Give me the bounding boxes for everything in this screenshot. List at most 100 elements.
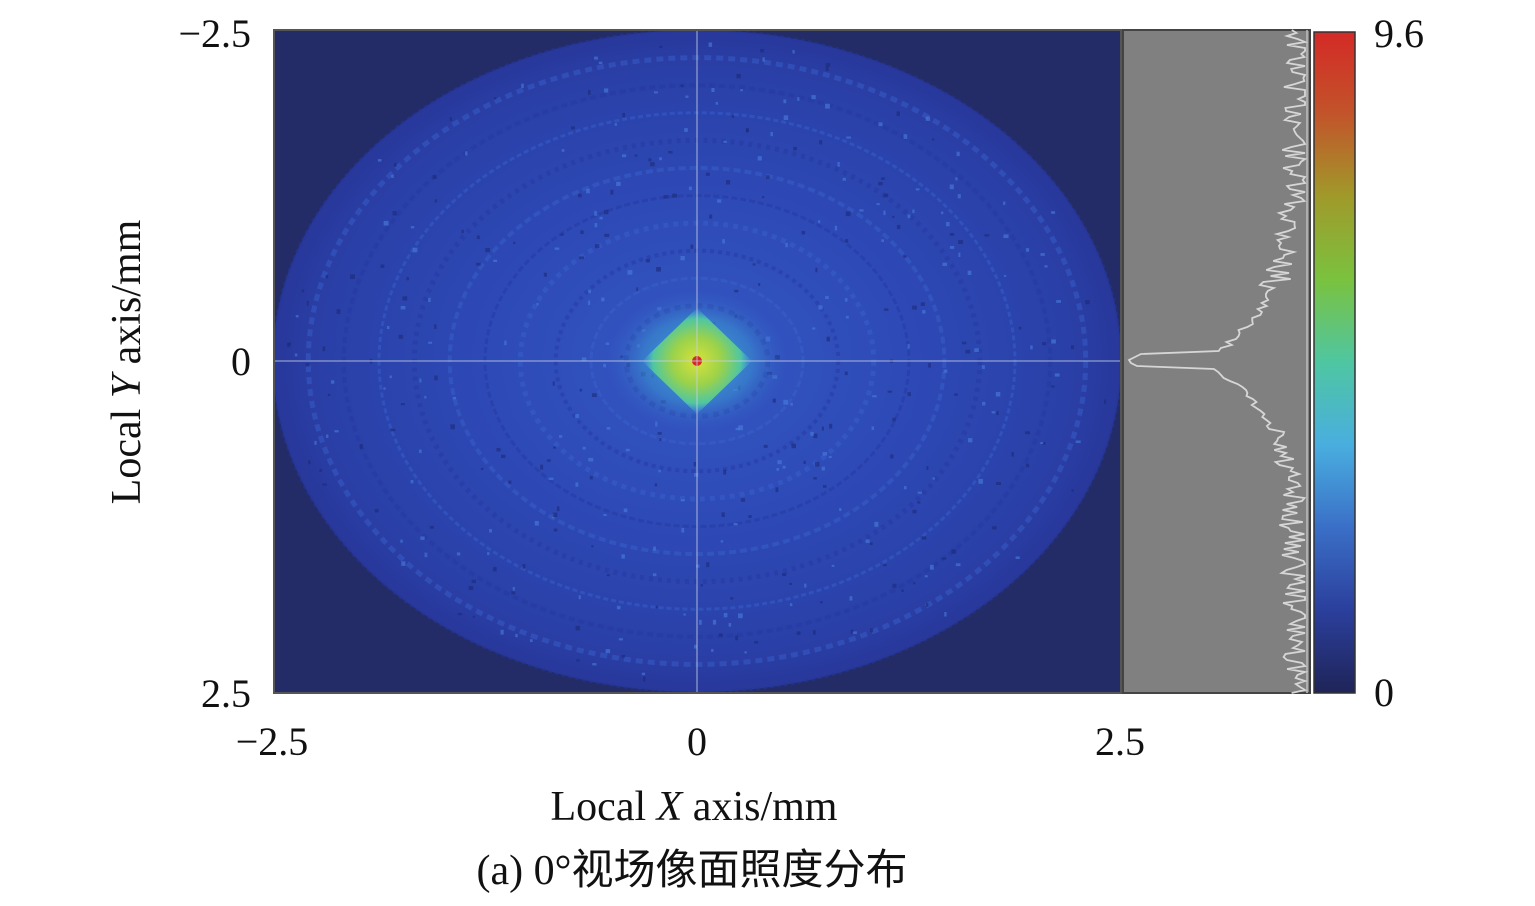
speckle-dot (883, 193, 889, 198)
speckle-dot (690, 244, 694, 249)
speckle-dot (485, 248, 490, 253)
speckle-dot (1015, 556, 1020, 559)
speckle-dot (917, 491, 922, 494)
speckle-dot (604, 88, 609, 93)
y-axis-label-variable: Y (104, 370, 150, 398)
speckle-dot (949, 233, 955, 236)
speckle-dot (494, 97, 497, 100)
speckle-dot (722, 239, 725, 244)
speckle-dot (859, 209, 864, 212)
speckle-dot (804, 583, 807, 588)
speckle-dot (958, 240, 964, 244)
speckle-dot (496, 448, 501, 452)
speckle-dot (561, 149, 565, 152)
speckle-dot (715, 102, 718, 105)
speckle-dot (493, 259, 498, 262)
speckle-dot (578, 193, 582, 198)
speckle-dot (589, 475, 593, 480)
speckle-dot (777, 460, 782, 465)
speckle-dot (967, 270, 972, 275)
speckle-dot (548, 477, 554, 481)
speckle-dot (922, 310, 926, 314)
speckle-dot (926, 466, 929, 470)
speckle-dot (996, 411, 999, 415)
speckle-dot (683, 613, 686, 616)
speckle-dot (556, 506, 560, 512)
speckle-dot (844, 371, 848, 376)
speckle-dot (487, 552, 490, 556)
speckle-dot (822, 452, 827, 456)
speckle-dot (871, 426, 875, 430)
x-axis-label-prefix: Local (551, 784, 657, 830)
speckle-dot (412, 247, 418, 253)
speckle-dot (740, 498, 746, 502)
speckle-dot (785, 242, 788, 248)
speckle-dot (892, 417, 896, 422)
speckle-dot (450, 424, 455, 430)
speckle-dot (659, 157, 662, 161)
speckle-dot (400, 539, 403, 543)
speckle-dot (1051, 385, 1055, 388)
speckle-dot (869, 542, 873, 545)
speckle-dot (461, 229, 464, 234)
y-axis-tick-labels: −2.5 0 2.5 (178, 11, 251, 716)
speckle-dot (1075, 440, 1081, 443)
speckle-dot (712, 619, 717, 625)
speckle-dot (606, 574, 610, 577)
speckle-dot (825, 63, 831, 67)
speckle-dot (554, 247, 560, 250)
speckle-dot (901, 589, 904, 592)
x-tick-label-left: −2.5 (236, 719, 309, 764)
speckle-dot (996, 482, 1001, 485)
speckle-dot (472, 615, 475, 618)
speckle-dot (921, 536, 927, 540)
speckle-dot (693, 462, 696, 467)
speckle-dot (1040, 253, 1045, 256)
speckle-dot (603, 514, 607, 516)
speckle-dot (601, 297, 605, 302)
speckle-dot (334, 430, 339, 433)
speckle-dot (926, 603, 929, 607)
speckle-dot (419, 449, 422, 454)
speckle-dot (536, 302, 539, 306)
speckle-dot (991, 526, 997, 530)
speckle-dot (708, 42, 713, 47)
speckle-dot (844, 298, 848, 302)
speckle-dot (1025, 431, 1030, 435)
speckle-dot (717, 199, 722, 203)
speckle-dot (735, 427, 741, 431)
speckle-dot (797, 97, 800, 101)
speckle-dot (592, 663, 597, 666)
speckle-dot (576, 659, 580, 662)
speckle-dot (392, 211, 397, 216)
speckle-dot (812, 327, 816, 330)
x-tick-label-right: 2.5 (1095, 719, 1145, 764)
colorbar-max-label: 9.6 (1374, 11, 1424, 56)
speckle-dot (627, 270, 633, 275)
speckle-dot (776, 468, 779, 471)
speckle-dot (504, 340, 507, 346)
speckle-dot (726, 180, 731, 185)
speckle-dot (656, 267, 661, 272)
speckle-dot (398, 334, 403, 339)
speckle-dot (623, 508, 628, 513)
speckle-dot (308, 460, 311, 465)
speckle-dot (598, 61, 603, 64)
speckle-dot (1003, 234, 1009, 238)
speckle-dot (1104, 399, 1107, 404)
speckle-dot (962, 341, 967, 345)
speckle-dot (586, 188, 590, 194)
speckle-dot (295, 315, 299, 318)
speckle-dot (801, 230, 806, 235)
speckle-dot (314, 440, 317, 445)
speckle-dot (738, 425, 743, 431)
cross-section-profile-panel (1122, 29, 1311, 694)
colorbar: 9.6 0 (1313, 11, 1424, 715)
speckle-dot (892, 215, 895, 219)
speckle-dot (850, 629, 854, 634)
speckle-dot (957, 194, 961, 199)
speckle-dot (511, 590, 516, 595)
speckle-dot (457, 613, 463, 616)
speckle-dot (810, 431, 814, 436)
